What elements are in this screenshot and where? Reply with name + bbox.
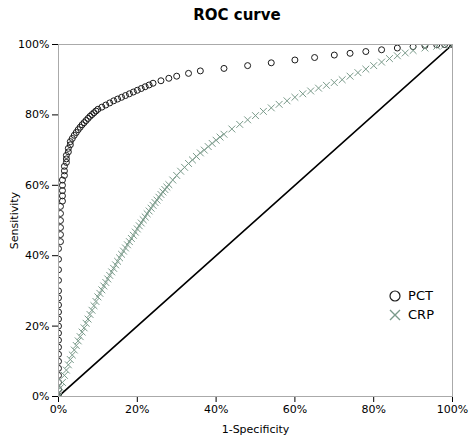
- html-text:PCT: PCT: [408, 288, 433, 303]
- svg-text:100%: 100%: [437, 403, 468, 416]
- svg-text:100%: 100%: [18, 38, 49, 51]
- svg-text:20%: 20%: [25, 320, 49, 333]
- svg-text:Sensitivity: Sensitivity: [8, 191, 21, 249]
- svg-text:0%: 0%: [50, 403, 67, 416]
- svg-text:1-Specificity: 1-Specificity: [222, 423, 290, 436]
- svg-text:80%: 80%: [361, 403, 385, 416]
- svg-text:40%: 40%: [25, 249, 49, 262]
- svg-text:0%: 0%: [32, 390, 49, 403]
- svg-text:80%: 80%: [25, 108, 49, 121]
- svg-text:60%: 60%: [283, 403, 307, 416]
- html-text:ROC curve: ROC curve: [193, 6, 281, 24]
- svg-text:60%: 60%: [25, 179, 49, 192]
- svg-text:40%: 40%: [204, 403, 228, 416]
- svg-text:20%: 20%: [125, 403, 149, 416]
- html-text:CRP: CRP: [408, 307, 434, 322]
